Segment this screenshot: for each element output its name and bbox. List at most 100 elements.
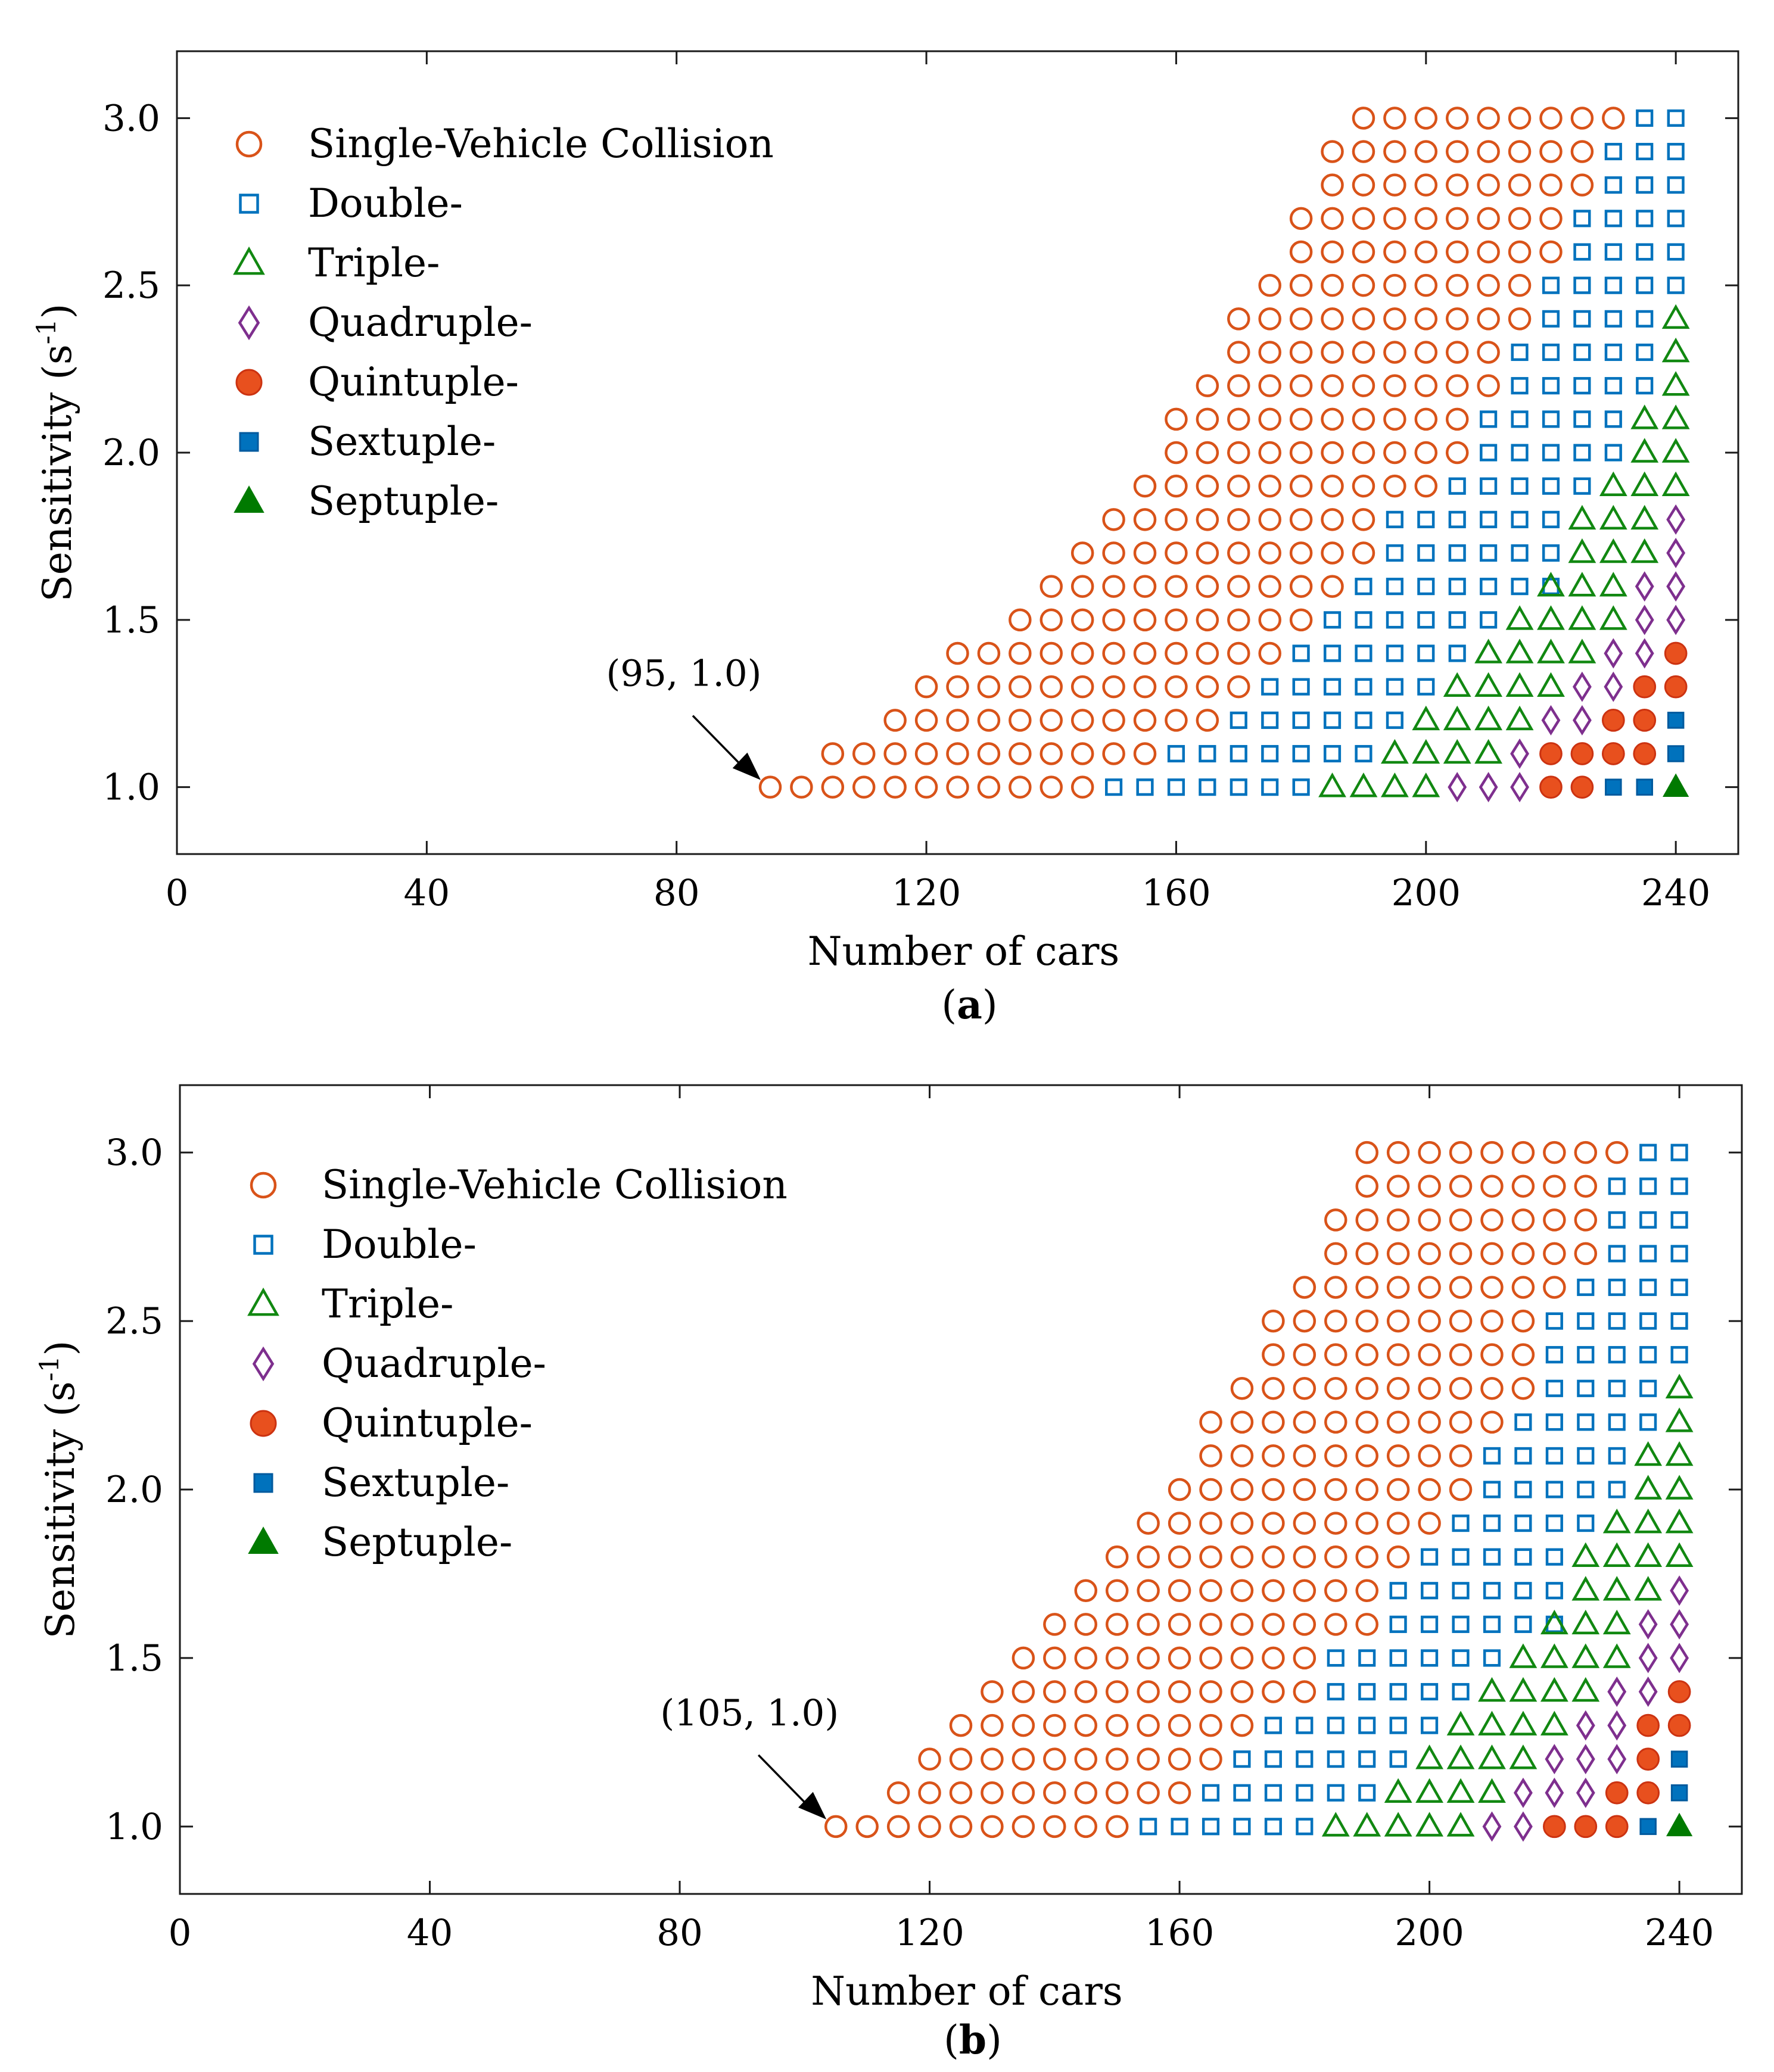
data-point-single	[1414, 207, 1438, 230]
data-point-single	[1105, 1815, 1129, 1839]
data-point-single	[1262, 1545, 1285, 1569]
data-point-single	[1352, 207, 1375, 230]
data-point-single	[1258, 307, 1281, 331]
data-point-single	[855, 1815, 879, 1839]
data-point-single	[1289, 575, 1313, 598]
data-point-double	[1608, 1447, 1626, 1465]
data-point-double	[1448, 477, 1466, 495]
data-point-triple	[1540, 1643, 1568, 1668]
data-point-double	[1608, 1481, 1626, 1498]
data-point-triple	[1661, 337, 1690, 363]
y-tick-label: 1.0	[105, 1806, 163, 1848]
data-point-single	[1445, 374, 1469, 397]
data-point-double	[1421, 1682, 1439, 1701]
data-point-single	[1574, 1141, 1598, 1164]
data-point-single	[1070, 575, 1094, 598]
data-point-single	[1165, 709, 1188, 732]
data-point-double	[1448, 644, 1466, 662]
data-point-double	[1448, 611, 1466, 629]
data-point-single	[1262, 1478, 1285, 1501]
data-point-triple	[1630, 471, 1659, 496]
data-point-double	[1323, 678, 1342, 696]
data-point-triple	[1630, 438, 1659, 463]
data-point-double	[1604, 410, 1622, 428]
data-point-double	[1667, 109, 1685, 127]
data-point-single	[1449, 1444, 1473, 1467]
data-point-single	[1230, 1646, 1254, 1670]
data-point-single	[1168, 1613, 1191, 1636]
data-point-single	[1196, 508, 1219, 531]
legend-label-septuple: Septuple-	[308, 478, 499, 524]
data-point-quintuple	[1601, 708, 1625, 732]
data-point-single	[1570, 173, 1594, 197]
data-point-double	[1386, 510, 1403, 528]
data-point-single	[1133, 541, 1157, 565]
data-point-single	[1262, 1444, 1285, 1467]
data-point-single	[1414, 407, 1438, 431]
data-point-double	[1511, 510, 1529, 528]
data-point-quadruple	[1576, 1744, 1595, 1775]
data-point-triple	[1412, 705, 1440, 731]
data-point-single	[1324, 1377, 1347, 1400]
data-point-quadruple	[1510, 772, 1529, 803]
annotation-arrow-head	[732, 752, 761, 780]
data-point-single	[1449, 1377, 1473, 1400]
data-point-quadruple	[1670, 1609, 1689, 1640]
legend-label-septuple: Septuple-	[322, 1519, 512, 1565]
data-point-triple	[1630, 504, 1659, 530]
data-point-sextuple	[1667, 712, 1685, 729]
data-point-triple	[1599, 504, 1627, 530]
data-point-single	[1012, 1646, 1035, 1670]
data-point-triple	[1568, 504, 1596, 530]
data-point-single	[1227, 441, 1250, 465]
legend-label-single: Single-Vehicle Collision	[322, 1162, 788, 1208]
data-point-single	[977, 641, 1001, 665]
data-point-double	[1264, 1716, 1282, 1734]
legend-label-sextuple: Sextuple-	[322, 1460, 509, 1506]
data-point-triple	[1537, 672, 1565, 697]
data-point-triple	[1661, 404, 1690, 429]
data-point-single	[1168, 1646, 1191, 1670]
data-point-single	[1039, 709, 1063, 732]
data-point-triple	[1537, 605, 1565, 630]
data-point-single	[1414, 341, 1438, 364]
data-point-double	[1417, 644, 1435, 662]
legend-marker-sextuple	[253, 1473, 273, 1493]
data-point-single	[1165, 474, 1188, 498]
data-point-single	[1383, 441, 1406, 465]
y-tick-label: 1.0	[102, 767, 160, 809]
data-point-double	[1199, 744, 1216, 763]
data-point-double	[1670, 1312, 1688, 1330]
data-point-single	[1070, 775, 1094, 799]
data-point-triple	[1568, 638, 1596, 663]
data-point-single	[852, 775, 876, 799]
data-point-single	[1418, 1276, 1441, 1299]
data-point-double	[1421, 1548, 1439, 1566]
data-point-single	[1386, 1242, 1410, 1266]
data-point-single	[1137, 1747, 1160, 1771]
data-point-double	[1604, 377, 1622, 395]
data-point-single	[1196, 675, 1219, 699]
x-tick-label: 120	[895, 1912, 964, 1954]
data-point-double	[1670, 1211, 1688, 1229]
data-point-double	[1573, 410, 1591, 428]
legend-marker-septuple	[234, 485, 264, 513]
data-point-single	[1539, 140, 1563, 163]
data-point-single	[1293, 1579, 1317, 1602]
x-tick-label: 240	[1641, 872, 1710, 914]
data-point-single	[1352, 307, 1375, 331]
data-point-double	[1545, 1379, 1563, 1397]
data-point-single	[1418, 1444, 1441, 1467]
data-point-single	[1102, 575, 1125, 598]
panel-b: 0 40 80 120 160 200 240 1.0 1.5 2.0 2.5 3.0 Number o…	[35, 1084, 1743, 2063]
data-point-single	[1105, 1646, 1129, 1670]
data-point-quintuple	[1636, 1747, 1660, 1771]
data-point-triple	[1602, 1609, 1631, 1635]
data-point-double	[1358, 1649, 1376, 1667]
x-tick-label: 240	[1645, 1912, 1714, 1954]
data-point-triple	[1384, 1778, 1412, 1803]
data-point-double	[1545, 1413, 1563, 1431]
data-point-single	[1449, 1410, 1473, 1434]
data-point-single	[1449, 1208, 1473, 1232]
data-point-double	[1545, 1346, 1563, 1364]
